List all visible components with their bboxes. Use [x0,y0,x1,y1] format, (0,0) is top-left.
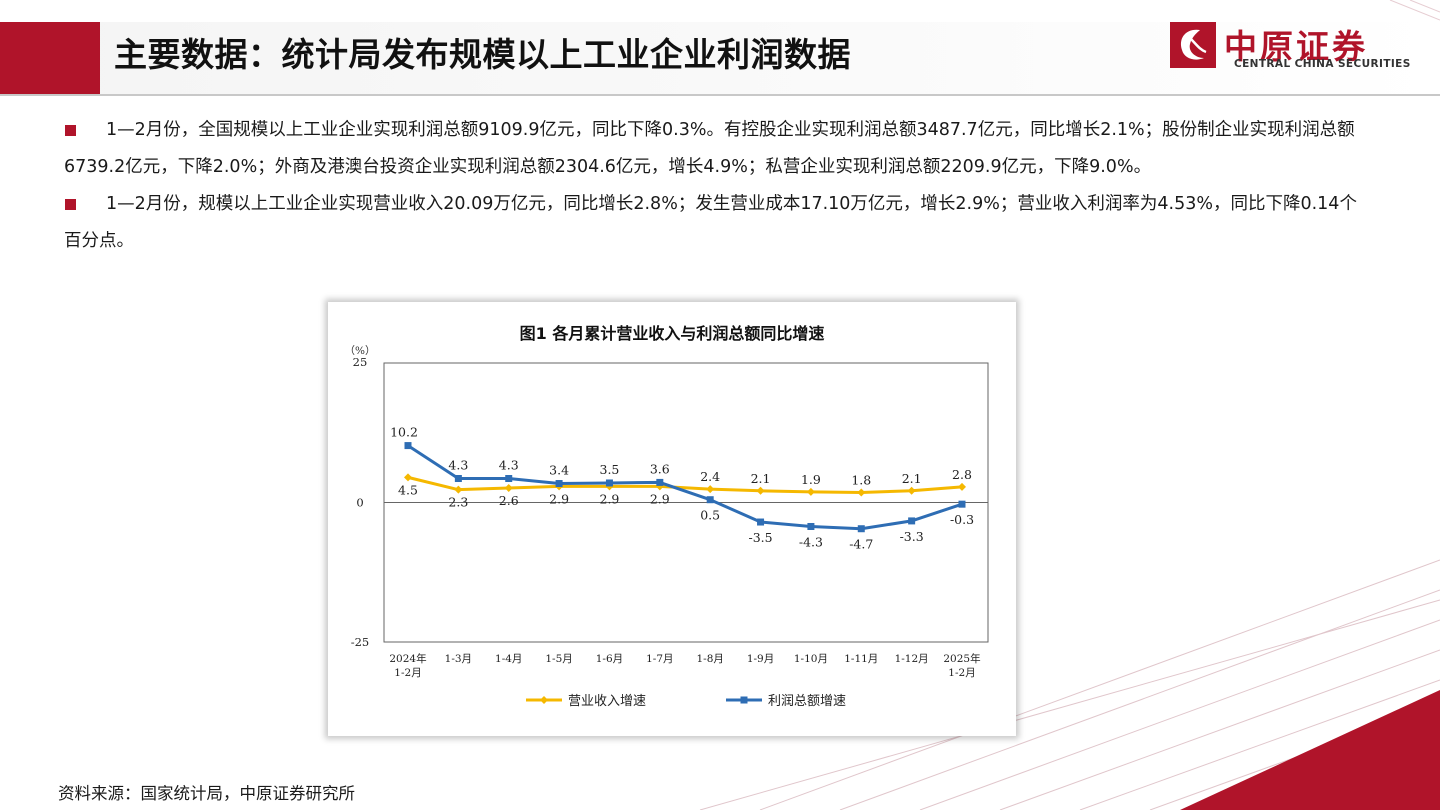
data-label-revenue: 2.1 [751,471,771,486]
data-label-profit: 3.4 [549,463,569,478]
x-tick-label: 1-9月 [747,653,774,665]
source-note: 资料来源：国家统计局，中原证券研究所 [58,784,355,803]
data-point-revenue [706,485,715,494]
legend-marker [540,696,548,704]
data-point-profit [454,475,462,483]
series-line-profit [407,444,963,531]
data-point-revenue [806,487,815,496]
line-chart: 图1 各月累计营业收入与利润总额同比增速 （%） 25 0 -25 2024年 1-2月… [345,324,989,709]
bullet-text: 1—2月份，规模以上工业企业实现营业收入20.09万亿元，同比增长2.8%；发生… [64,194,1357,251]
data-point-profit [757,518,765,526]
chart-title: 图1 各月累计营业收入与利润总额同比增速 [520,324,825,343]
x-tick-label: 2024年 [389,652,426,665]
data-point-revenue [404,473,412,482]
logo-text-en: CENTRAL CHINA SECURITIES [1234,58,1411,70]
bullet-text: 1—2月份，全国规模以上工业企业实现利润总额9109.9亿元，同比下降0.3%。… [64,120,1355,177]
data-label-profit: -0.3 [950,512,974,527]
legend-label: 利润总额增速 [768,694,846,709]
y-axis-unit-label: （%） [345,345,376,357]
data-label-profit: 10.2 [390,425,418,440]
x-tick-label: 1-10月 [794,653,828,665]
data-point-profit [807,522,815,530]
data-label-profit: -3.3 [900,529,924,544]
bullet-square-icon [65,125,76,136]
data-point-revenue [958,482,966,491]
x-tick-label: 1-11月 [844,653,878,665]
bullet-list: 1—2月份，全国规模以上工业企业实现利润总额9109.9亿元，同比下降0.3%。… [64,112,1374,260]
x-tick-label: 2025年 [943,652,980,665]
data-label-revenue: 2.1 [902,471,922,486]
data-label-revenue: 2.9 [600,491,620,506]
series-line-revenue [407,475,963,494]
data-label-profit: 3.5 [600,462,620,477]
data-point-profit [706,496,714,504]
x-tick-label: 1-5月 [545,653,572,665]
data-label-revenue: 2.9 [650,491,670,506]
bullet-item-profit: 1—2月份，全国规模以上工业企业实现利润总额9109.9亿元，同比下降0.3%。… [64,112,1374,186]
data-label-revenue: 1.9 [801,472,821,487]
data-point-profit [404,442,412,450]
data-point-profit [605,479,613,487]
data-point-revenue [756,486,765,495]
legend-marker [740,696,748,704]
y-tick-label: 0 [356,496,363,510]
data-label-revenue: 4.5 [398,482,418,497]
data-label-profit: 4.3 [448,458,468,473]
x-tick-label: 1-2月 [394,667,421,679]
data-label-revenue: 2.3 [448,495,468,510]
logo-text-cn: 中原证券 [1224,27,1368,66]
data-label-revenue: 2.9 [549,491,569,506]
bullet-square-icon [65,199,76,210]
company-logo: 中原证券 CENTRAL CHINA SECURITIES [1170,22,1410,72]
data-label-profit: -3.5 [748,530,772,545]
data-label-revenue: 2.8 [952,467,972,482]
data-point-revenue [454,485,463,494]
data-point-profit [555,480,563,488]
legend-label: 营业收入增速 [568,694,646,709]
data-label-profit: 0.5 [700,508,720,523]
page-title: 主要数据：统计局发布规模以上工业企业利润数据 [114,35,851,74]
x-tick-label: 1-6月 [596,653,623,665]
x-tick-label: 1-3月 [445,653,472,665]
data-point-revenue [857,488,866,497]
data-point-revenue [907,486,916,495]
data-label-revenue: 2.6 [499,493,519,508]
x-tick-label: 1-7月 [646,653,673,665]
y-tick-label: 25 [353,355,368,369]
data-point-revenue [504,483,513,492]
data-label-revenue: 2.4 [700,469,720,484]
data-label-profit: 3.6 [650,461,670,476]
data-point-profit [656,478,664,486]
data-label-profit: 4.3 [499,458,519,473]
data-point-profit [857,525,865,533]
data-point-profit [908,517,916,525]
data-point-profit [505,475,513,483]
header-accent [0,22,100,94]
data-label-profit: -4.3 [799,534,823,549]
x-tick-label: 1-2月 [948,667,975,679]
y-tick-label: -25 [351,635,370,649]
logo-mark-icon [1170,22,1216,68]
data-label-revenue: 1.8 [851,472,871,487]
bullet-item-revenue: 1—2月份，规模以上工业企业实现营业收入20.09万亿元，同比增长2.8%；发生… [64,186,1374,260]
x-tick-label: 1-4月 [495,653,522,665]
header-divider [0,94,1440,96]
data-label-profit: -4.7 [849,537,873,552]
data-point-profit [958,500,966,508]
x-tick-label: 1-8月 [696,653,723,665]
x-tick-label: 1-12月 [895,653,929,665]
chart-panel: 图1 各月累计营业收入与利润总额同比增速 （%） 25 0 -25 2024年 1-2月… [328,302,1016,736]
